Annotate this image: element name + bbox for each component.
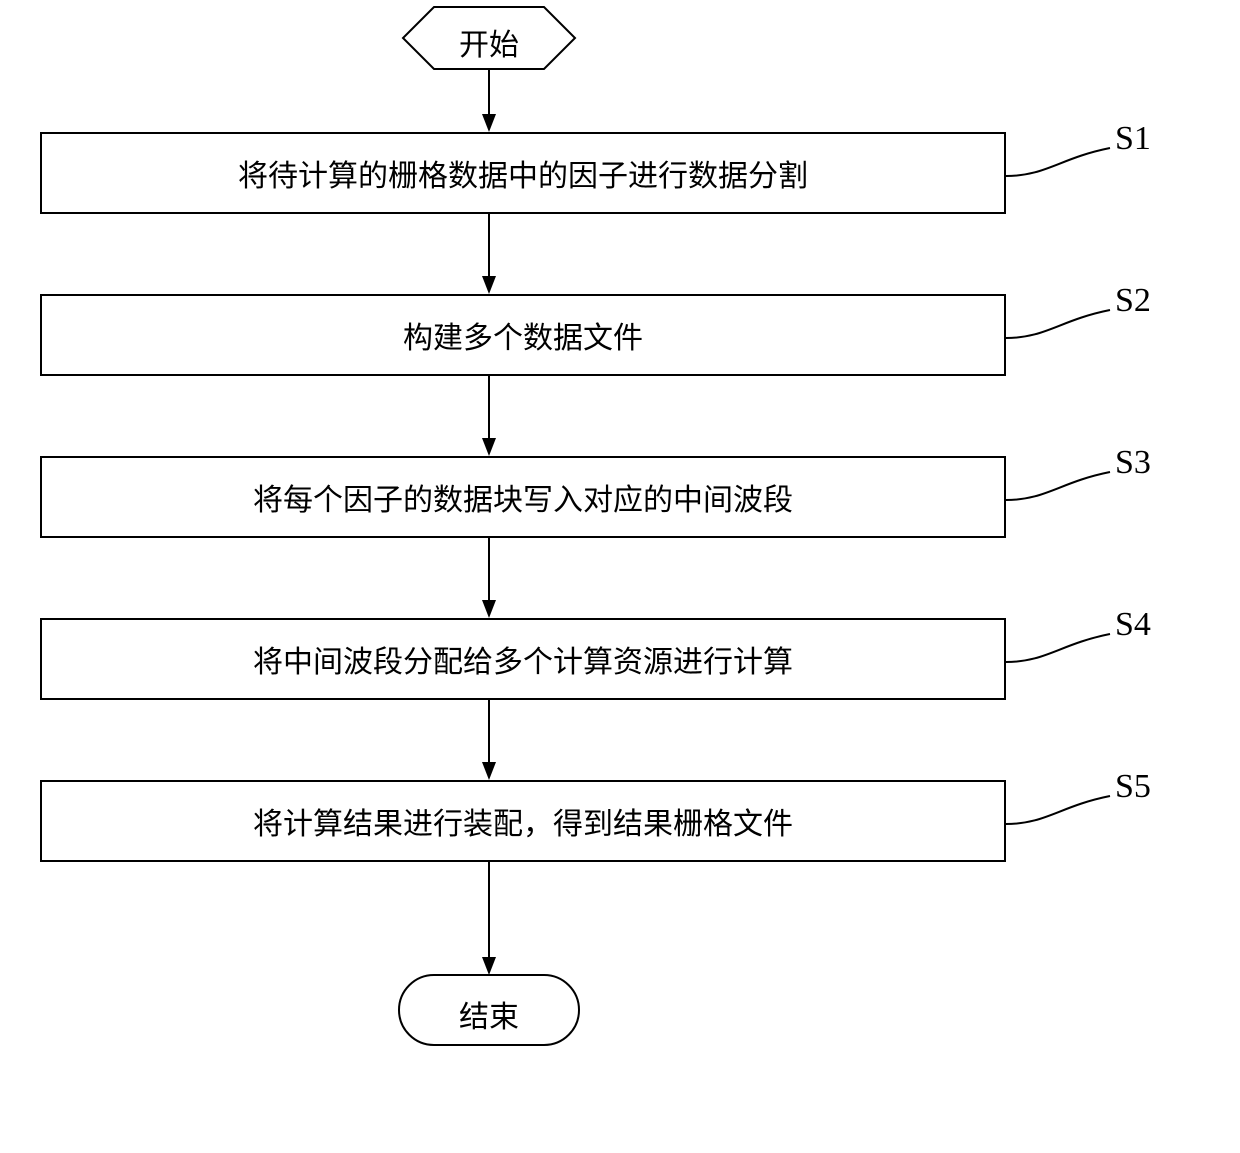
step-box-s2: 构建多个数据文件 xyxy=(40,294,1006,376)
step-text-s4: 将中间波段分配给多个计算资源进行计算 xyxy=(253,637,793,681)
step-text-s2: 构建多个数据文件 xyxy=(403,313,643,357)
step-text-s1: 将待计算的栅格数据中的因子进行数据分割 xyxy=(238,151,808,195)
step-box-s1: 将待计算的栅格数据中的因子进行数据分割 xyxy=(40,132,1006,214)
step-box-s5: 将计算结果进行装配，得到结果栅格文件 xyxy=(40,780,1006,862)
step-label-s5: S5 xyxy=(1115,768,1151,806)
step-box-s4: 将中间波段分配给多个计算资源进行计算 xyxy=(40,618,1006,700)
step-label-s2: S2 xyxy=(1115,282,1151,320)
step-box-s3: 将每个因子的数据块写入对应的中间波段 xyxy=(40,456,1006,538)
step-text-s5: 将计算结果进行装配，得到结果栅格文件 xyxy=(253,799,793,843)
step-label-s4: S4 xyxy=(1115,606,1151,644)
end-node-text: 结束 xyxy=(449,992,529,1036)
start-node-text: 开始 xyxy=(449,20,529,64)
step-label-s1: S1 xyxy=(1115,120,1151,158)
step-label-s3: S3 xyxy=(1115,444,1151,482)
flowchart-canvas: 开始 将待计算的栅格数据中的因子进行数据分割 构建多个数据文件 将每个因子的数据… xyxy=(0,0,1240,1153)
step-text-s3: 将每个因子的数据块写入对应的中间波段 xyxy=(253,475,793,519)
